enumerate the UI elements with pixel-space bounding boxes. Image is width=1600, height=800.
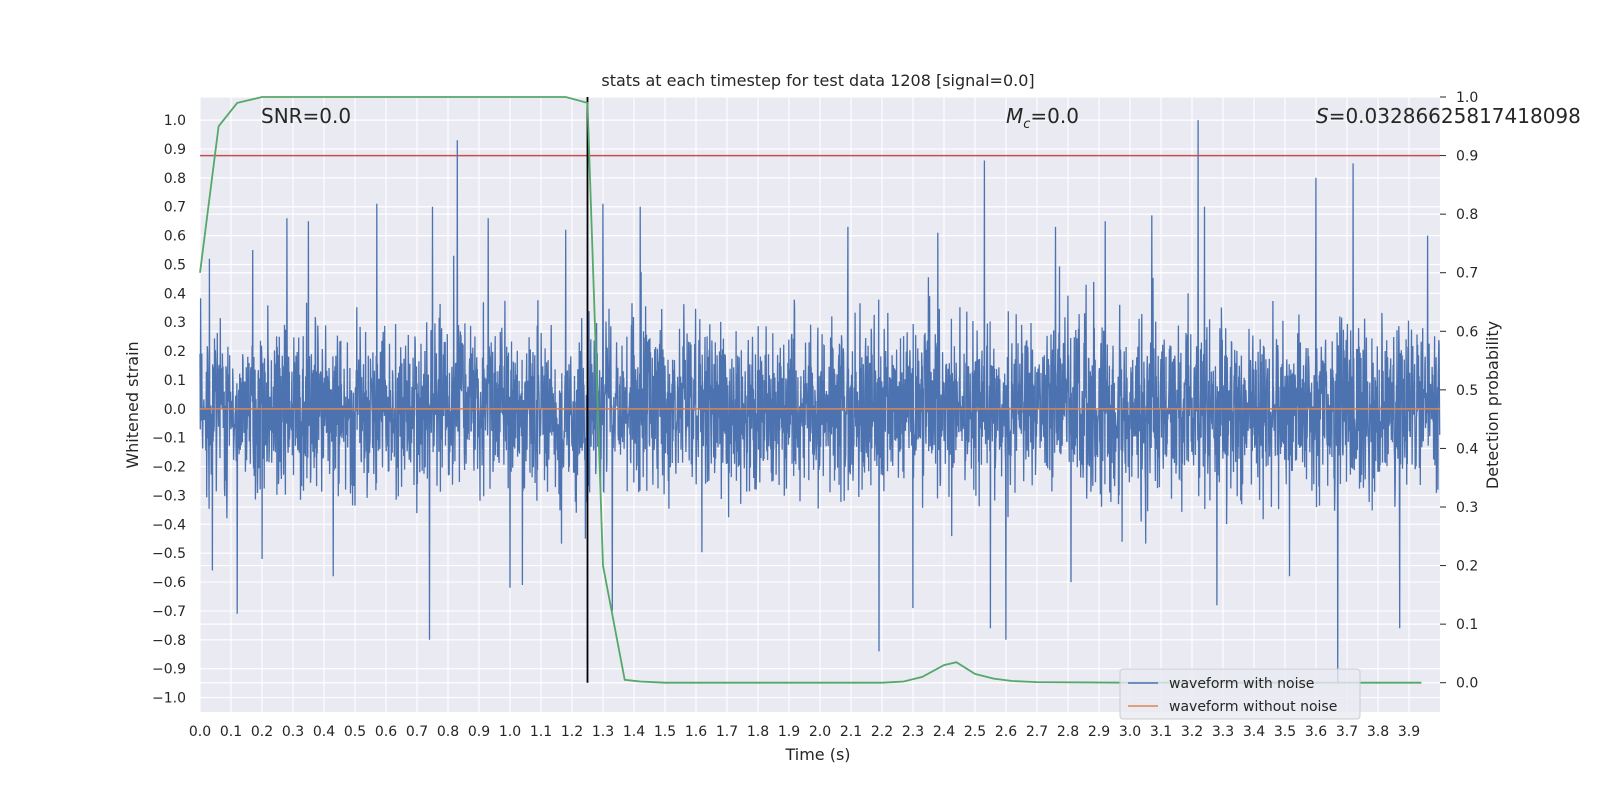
x-tick-label: 3.3: [1212, 724, 1234, 740]
x-tick-label: 0.6: [375, 724, 397, 740]
x-tick-label: 3.4: [1243, 724, 1265, 740]
y-tick-label-left: 0.5: [164, 257, 186, 273]
y-axis-label-right: Detection probability: [1483, 321, 1502, 489]
x-tick-label: 0.2: [251, 724, 273, 740]
legend-box: [1119, 668, 1361, 720]
s-annotation: S=0.03286625817418098: [1316, 104, 1581, 128]
y-tick-label-right: 0.8: [1456, 207, 1478, 223]
x-tick-label: 2.8: [1057, 724, 1079, 740]
y-tick-label-left: −0.5: [152, 546, 186, 562]
y-tick-label-left: 0.4: [164, 286, 186, 302]
x-tick-label: 0.4: [313, 724, 335, 740]
x-tick-label: 2.9: [1088, 724, 1110, 740]
x-tick-label: 2.7: [1026, 724, 1048, 740]
x-tick-label: 1.6: [685, 724, 707, 740]
legend-label-clean: waveform without noise: [1169, 699, 1337, 715]
y-tick-label-right: 0.9: [1456, 149, 1478, 165]
x-tick-label: 1.4: [623, 724, 645, 740]
x-tick-label: 3.1: [1150, 724, 1172, 740]
chart-title: stats at each timestep for test data 120…: [601, 71, 1034, 90]
x-tick-label: 2.1: [840, 724, 862, 740]
x-tick-label: 1.5: [654, 724, 676, 740]
y-tick-label-right: 1.0: [1456, 90, 1478, 106]
series-waveform-with-noise: [199, 120, 1441, 684]
legend: waveform with noise waveform without noi…: [1119, 668, 1361, 720]
y-tick-label-right: 0.3: [1456, 500, 1478, 516]
y-tick-label-left: −0.7: [152, 604, 186, 620]
x-tick-label: 0.3: [282, 724, 304, 740]
y-tick-label-right: 0.0: [1456, 676, 1478, 692]
y-tick-label-left: −0.6: [152, 575, 186, 591]
x-tick-label: 1.9: [778, 724, 800, 740]
y-tick-label-left: 0.0: [164, 402, 186, 418]
x-tick-label: 1.7: [716, 724, 738, 740]
x-tick-label: 1.0: [499, 724, 521, 740]
x-tick-label: 2.4: [933, 724, 955, 740]
x-axis-label: Time (s): [784, 745, 850, 764]
y-tick-label-left: −0.4: [152, 517, 186, 533]
x-tick-label: 3.6: [1305, 724, 1327, 740]
x-tick-label: 2.0: [809, 724, 831, 740]
y-tick-label-left: −0.8: [152, 633, 186, 649]
x-tick-label: 1.3: [592, 724, 614, 740]
y-tick-label-left: 1.0: [164, 113, 186, 129]
y-tick-label-left: 0.8: [164, 171, 186, 187]
y-tick-label-right: 0.6: [1456, 324, 1478, 340]
legend-label-noise: waveform with noise: [1169, 676, 1314, 692]
y-tick-label-left: −0.1: [152, 431, 186, 447]
x-tick-label: 3.7: [1336, 724, 1358, 740]
y-tick-label-left: 0.9: [164, 142, 186, 158]
x-tick-label: 1.2: [561, 724, 583, 740]
snr-annotation: SNR=0.0: [261, 104, 351, 128]
x-tick-label: 1.8: [747, 724, 769, 740]
x-tick-label: 1.1: [530, 724, 552, 740]
y-tick-label-left: −0.2: [152, 460, 186, 476]
series-detection-probability: [199, 96, 1422, 684]
x-tick-label: 2.5: [964, 724, 986, 740]
x-tick-label: 3.9: [1398, 724, 1420, 740]
y-axis-label-left: Whitened strain: [123, 341, 142, 468]
y-tick-label-right: 0.4: [1456, 441, 1478, 457]
x-tick-label: 3.5: [1274, 724, 1296, 740]
y-tick-label-right: 0.1: [1456, 617, 1478, 633]
y-tick-label-right: 0.2: [1456, 559, 1478, 575]
y-tick-label-right: 0.5: [1456, 383, 1478, 399]
x-tick-label: 3.2: [1181, 724, 1203, 740]
x-tick-label: 2.3: [902, 724, 924, 740]
x-tick-label: 2.6: [995, 724, 1017, 740]
x-tick-label: 0.8: [437, 724, 459, 740]
y-tick-label-left: −0.3: [152, 488, 186, 504]
y-tick-label-left: −1.0: [152, 691, 186, 707]
x-tick-label: 0.5: [344, 724, 366, 740]
y-tick-label-left: 0.7: [164, 200, 186, 216]
y-tick-label-left: 0.6: [164, 229, 186, 245]
mc-annotation: Mc=0.0: [1006, 104, 1079, 132]
x-tick-label: 0.0: [189, 724, 211, 740]
y-tick-label-left: 0.2: [164, 344, 186, 360]
x-tick-label: 0.9: [468, 724, 490, 740]
y-tick-label-left: 0.3: [164, 315, 186, 331]
x-tick-label: 3.0: [1119, 724, 1141, 740]
y-tick-label-left: 0.1: [164, 373, 186, 389]
x-tick-label: 0.1: [220, 724, 242, 740]
x-tick-label: 0.7: [406, 724, 428, 740]
x-tick-label: 3.8: [1367, 724, 1389, 740]
y-tick-label-left: −0.9: [152, 662, 186, 678]
x-tick-label: 2.2: [871, 724, 893, 740]
y-tick-label-right: 0.7: [1456, 266, 1478, 282]
